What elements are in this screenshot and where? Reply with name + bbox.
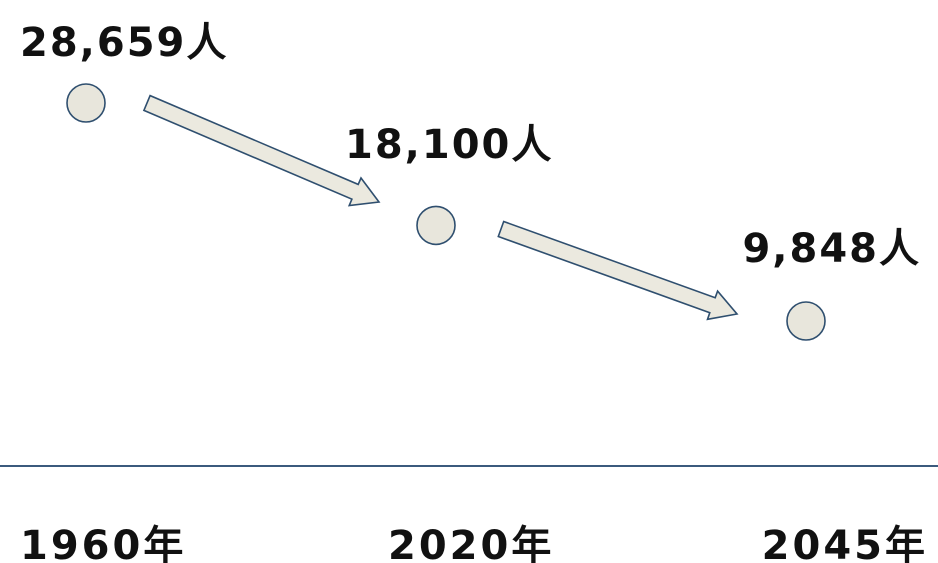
value-label-1: 28,659人: [20, 20, 228, 66]
data-point-1: [66, 83, 106, 123]
points-layer: [66, 83, 826, 341]
data-point-3: [786, 301, 826, 341]
arrows-layer: [142, 94, 739, 321]
year-label-2: 2020年: [388, 523, 554, 563]
data-point-2: [416, 205, 456, 246]
value-label-3: 9,848人: [742, 226, 921, 272]
trend-arrow-2: [497, 220, 739, 321]
year-label-1: 1960年: [20, 523, 186, 563]
value-label-2: 18,100人: [345, 122, 553, 168]
year-labels-layer: 1960年 2020年 2045年: [20, 523, 928, 563]
trend-arrow-1: [142, 94, 381, 207]
value-labels-layer: 28,659人 18,100人 9,848人: [20, 20, 921, 272]
year-label-3: 2045年: [762, 523, 928, 563]
